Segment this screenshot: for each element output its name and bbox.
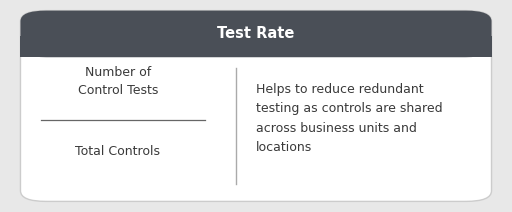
FancyBboxPatch shape <box>20 11 492 201</box>
Text: Test Rate: Test Rate <box>217 26 295 41</box>
Text: Number of
Control Tests: Number of Control Tests <box>78 66 158 97</box>
Bar <box>20 36 492 57</box>
Text: Helps to reduce redundant
testing as controls are shared
across business units a: Helps to reduce redundant testing as con… <box>256 83 443 155</box>
FancyBboxPatch shape <box>20 11 492 57</box>
Text: Total Controls: Total Controls <box>75 145 160 158</box>
